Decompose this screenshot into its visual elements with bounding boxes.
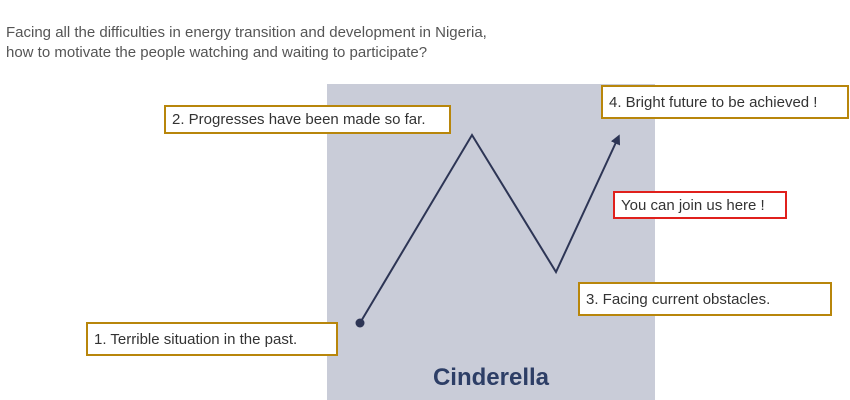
stage-4-label: 4. Bright future to be achieved ! (601, 85, 849, 119)
join-us-label: You can join us here ! (613, 191, 787, 219)
question-line-2: how to motivate the people watching and … (6, 44, 428, 61)
stage-3-label: 3. Facing current obstacles. (578, 282, 832, 316)
stage-4-text: 4. Bright future to be achieved ! (609, 93, 818, 111)
stage-3-text: 3. Facing current obstacles. (586, 290, 771, 308)
stage-2-label: 2. Progresses have been made so far. (164, 105, 451, 134)
story-line (359, 133, 621, 324)
story-panel (327, 84, 655, 400)
join-us-text: You can join us here ! (621, 196, 765, 214)
start-dot (355, 318, 365, 328)
stage-2-text: 2. Progresses have been made so far. (172, 111, 426, 128)
stage-1-label: 1. Terrible situation in the past. (86, 322, 338, 356)
question-line-1: Facing all the difficulties in energy tr… (6, 24, 487, 41)
panel-title: Cinderella (432, 364, 550, 391)
question-text: Facing all the difficulties in energy tr… (6, 23, 487, 63)
stage-1-text: 1. Terrible situation in the past. (94, 330, 298, 348)
